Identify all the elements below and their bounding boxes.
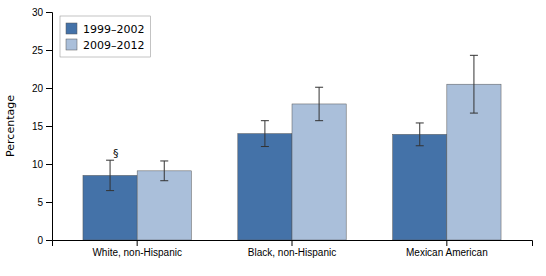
x-tick-label: Mexican American [406, 247, 488, 258]
legend-label: 1999–2002 [83, 23, 145, 36]
error-cap [315, 120, 323, 121]
annotation: § [113, 147, 119, 160]
series [83, 121, 447, 240]
error-bar [261, 121, 269, 147]
error-line [164, 161, 165, 181]
legend-item: 1999–2002 [66, 23, 145, 36]
plot: 0 5 10 15 20 25 30 White, non-Hispanic Black, no… [32, 7, 533, 258]
y-tick: 10 [32, 159, 52, 170]
x-tick: White, non-Hispanic [92, 240, 181, 258]
x-tick: Mexican American [406, 240, 488, 258]
x-tick: Black, non-Hispanic [248, 240, 336, 258]
y-tick-label: 15 [32, 121, 44, 132]
x-tick-mark [292, 240, 293, 246]
y-axis: 0 5 10 15 20 25 30 [32, 7, 53, 246]
y-tick-label: 30 [32, 7, 44, 18]
error-line [419, 123, 420, 146]
error-cap [315, 87, 323, 88]
x-tick-mark [446, 240, 447, 246]
error-cap [470, 113, 478, 114]
error-cap [416, 122, 424, 123]
legend-swatch [66, 23, 77, 34]
marks [83, 55, 501, 240]
error-cap [160, 160, 168, 161]
error-cap [106, 190, 114, 191]
bar [137, 171, 191, 240]
error-bar [416, 123, 424, 146]
y-tick-mark [46, 164, 52, 165]
legend-label: 2009–2012 [83, 39, 145, 52]
bar [238, 134, 292, 240]
y-tick: 25 [32, 45, 52, 56]
bar [292, 104, 346, 240]
x-tick-mark [137, 240, 138, 246]
error-bar [106, 160, 114, 190]
y-tick-mark [46, 88, 52, 89]
x-axis-line [53, 241, 533, 247]
error-line [264, 121, 265, 147]
y-tick-mark [46, 240, 52, 241]
x-tick-label: Black, non-Hispanic [248, 247, 336, 258]
error-bar [160, 161, 168, 181]
y-tick-label: 20 [32, 83, 44, 94]
y-tick-mark [46, 50, 52, 51]
y-tick-label: 10 [32, 159, 44, 170]
y-tick-label: 0 [37, 235, 43, 246]
error-line [473, 55, 474, 113]
y-axis-title: Percentage [4, 95, 17, 157]
y-tick: 5 [37, 197, 52, 208]
y-tick-mark [46, 202, 52, 203]
error-cap [261, 120, 269, 121]
y-tick-label: 5 [37, 197, 43, 208]
bar [393, 134, 447, 240]
error-line [319, 87, 320, 120]
error-cap [416, 145, 424, 146]
series [137, 55, 501, 240]
error-cap [470, 55, 478, 56]
y-tick: 30 [32, 7, 52, 18]
error-cap [261, 146, 269, 147]
legend-frame [60, 16, 151, 57]
chart: 0 5 10 15 20 25 30 White, non-Hispanic Black, no… [0, 0, 546, 276]
y-tick-label: 25 [32, 45, 44, 56]
legend: 1999–2002 2009–2012 [60, 16, 151, 57]
x-tick-label: White, non-Hispanic [92, 247, 181, 258]
y-tick: 20 [32, 83, 52, 94]
y-tick-mark [46, 126, 52, 127]
error-cap [160, 180, 168, 181]
error-bar [315, 87, 323, 120]
legend-item: 2009–2012 [66, 39, 145, 52]
x-axis: White, non-Hispanic Black, non-Hispanic Me… [53, 240, 533, 258]
legend-swatch [66, 39, 77, 50]
y-axis-line [46, 13, 53, 241]
error-bar [470, 55, 478, 113]
y-tick: 15 [32, 121, 52, 132]
error-line [110, 160, 111, 190]
y-tick: 0 [37, 235, 52, 246]
y-tick-mark [46, 12, 52, 13]
